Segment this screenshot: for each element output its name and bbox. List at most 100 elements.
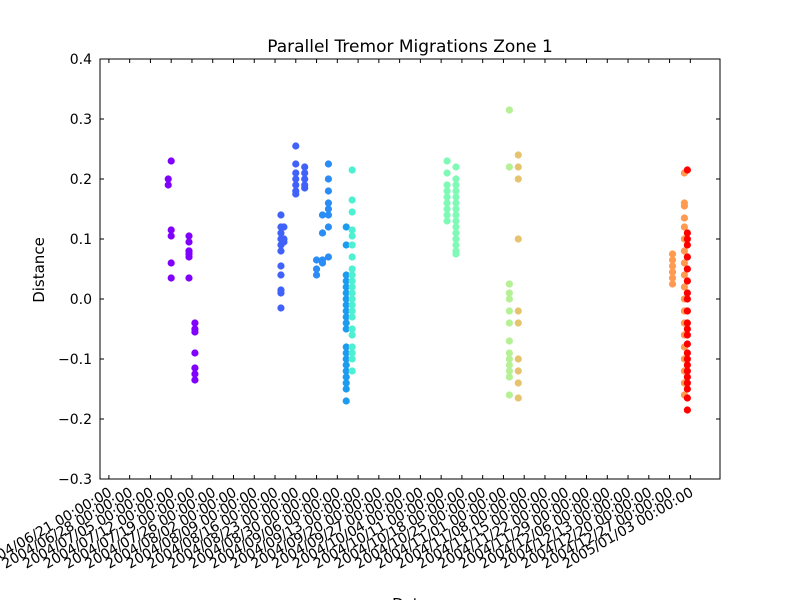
scatter-point	[342, 313, 350, 321]
scatter-point	[167, 232, 175, 240]
scatter-point	[443, 211, 451, 219]
scatter-point	[668, 262, 677, 270]
scatter-point	[348, 367, 356, 375]
scatter-point	[348, 355, 356, 363]
scatter-point	[683, 361, 691, 369]
scatter-point	[683, 331, 691, 339]
y-tick-label: 0.4	[70, 52, 92, 68]
scatter-point	[348, 343, 356, 351]
scatter-point	[452, 250, 460, 258]
scatter-point	[324, 187, 333, 195]
scatter-point	[191, 370, 199, 378]
scatter-point	[452, 175, 460, 183]
scatter-point	[683, 265, 691, 273]
scatter-point	[185, 247, 193, 255]
scatter-point	[342, 289, 350, 297]
scatter-point	[342, 319, 350, 327]
scatter-point	[514, 355, 522, 363]
scatter-point	[452, 205, 460, 213]
scatter-point	[443, 193, 451, 201]
scatter-point	[348, 313, 356, 321]
scatter-point	[514, 394, 522, 402]
scatter-point	[318, 211, 327, 219]
scatter-point	[505, 391, 513, 399]
scatter-point	[277, 262, 285, 270]
scatter-point	[505, 319, 513, 327]
scatter-point	[342, 379, 350, 387]
scatter-point	[683, 319, 691, 327]
scatter-point	[348, 253, 356, 261]
scatter-point	[680, 214, 689, 222]
scatter-point	[683, 307, 691, 315]
scatter-point	[680, 259, 689, 267]
scatter-point	[680, 271, 689, 279]
scatter-point	[167, 157, 175, 165]
scatter-point	[185, 232, 193, 240]
scatter-point	[505, 106, 513, 114]
scatter-point	[683, 241, 691, 249]
scatter-point	[312, 256, 321, 264]
scatter-point	[324, 211, 333, 219]
y-tick-label: −0.1	[58, 352, 92, 368]
scatter-point	[324, 175, 333, 183]
scatter-point	[668, 274, 677, 282]
scatter-point	[342, 277, 350, 285]
scatter-point	[292, 190, 300, 198]
scatter-point	[348, 331, 356, 339]
y-tick-label: 0.2	[70, 172, 92, 188]
scatter-point	[348, 307, 356, 315]
scatter-point	[680, 247, 689, 255]
scatter-point	[680, 202, 689, 210]
scatter-point	[452, 241, 460, 249]
scatter-point	[191, 349, 199, 357]
scatter-point	[342, 373, 350, 381]
scatter-point	[452, 181, 460, 189]
scatter-point	[348, 232, 356, 240]
scatter-point	[277, 211, 285, 219]
scatter-point	[348, 283, 356, 291]
scatter-point	[348, 301, 356, 309]
scatter-point	[443, 157, 451, 165]
scatter-point	[683, 325, 691, 333]
scatter-point	[312, 265, 321, 273]
scatter-point	[185, 238, 193, 246]
scatter-point	[683, 340, 691, 348]
scatter-point	[348, 325, 356, 333]
scatter-point	[683, 229, 691, 237]
scatter-point	[342, 307, 350, 315]
scatter-point	[505, 280, 513, 288]
scatter-point	[348, 226, 356, 234]
scatter-point	[683, 355, 691, 363]
scatter-point	[683, 367, 691, 375]
scatter-point	[514, 307, 522, 315]
scatter-point	[683, 373, 691, 381]
scatter-point	[167, 226, 175, 234]
scatter-point	[301, 163, 309, 171]
scatter-point	[342, 283, 350, 291]
scatter-point	[683, 349, 691, 357]
scatter-point	[312, 271, 321, 279]
scatter-point	[342, 397, 350, 405]
scatter-point	[324, 199, 333, 207]
scatter-point	[324, 253, 333, 261]
scatter-point	[324, 223, 333, 231]
scatter-point	[683, 379, 691, 387]
scatter-point	[167, 259, 175, 267]
scatter-point	[683, 166, 691, 174]
scatter-point	[301, 175, 309, 183]
scatter-point	[443, 169, 451, 177]
scatter-point	[348, 277, 356, 285]
scatter-point	[342, 295, 350, 303]
scatter-point	[292, 169, 300, 177]
scatter-point	[668, 250, 677, 258]
scatter-point	[348, 295, 356, 303]
scatter-point	[301, 184, 309, 192]
scatter-point	[505, 373, 513, 381]
scatter-point	[348, 166, 356, 174]
scatter-point	[683, 295, 691, 303]
chart-title: Parallel Tremor Migrations Zone 1	[267, 37, 553, 57]
scatter-point	[348, 271, 356, 279]
scatter-point	[342, 367, 350, 375]
scatter-point	[452, 187, 460, 195]
